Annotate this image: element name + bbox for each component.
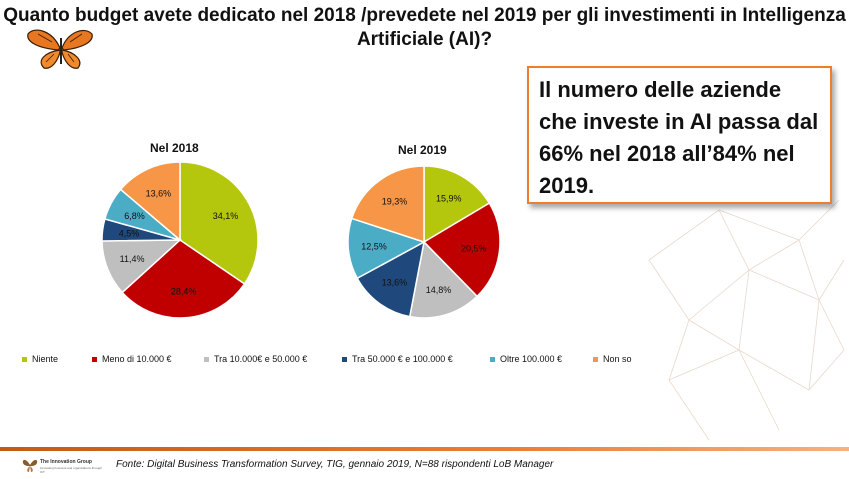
pie-slice [179,161,259,285]
pie-slice-label: 14,8% [426,285,452,295]
pie-slice [121,239,246,319]
legend-swatch [22,356,27,362]
legend-item-50000-100000: Tra 50.000 € e 100.000 € [342,354,453,364]
source-note: Fonte: Digital Business Transformation S… [116,459,554,470]
pie-slice-label: 34,1% [213,211,239,221]
pie-slice-label: 20,5% [461,244,487,254]
pie-slice-label: 4,5% [119,228,140,238]
pie-slice-label: 6,8% [124,211,145,221]
pie-slice [423,165,491,244]
pie-slice-label: 19,3% [382,196,408,206]
legend-item-non-so: Non so [593,354,632,364]
butterfly-logo-icon [22,459,38,472]
company-logo: The Innovation Group innovating business… [22,456,102,476]
legend-label: Non so [603,354,632,364]
legend-label: Niente [32,354,59,364]
pie-slice-label: 13,6% [146,188,172,198]
logo-name: The Innovation Group [40,459,92,465]
legend-label: Oltre 100.000 € [500,354,563,364]
pie-slice [422,202,501,298]
pie-slice [347,217,426,280]
page-title: Quanto budget avete dedicato nel 2018 /p… [3,5,846,50]
pie-slice-label: 28,4% [171,286,197,296]
legend-item-meno-10000: Meno di 10.000 € [92,354,172,364]
legend-swatch [593,356,598,362]
legend-label: Tra 10.000€ e 50.000 € [214,354,308,364]
pie-slice-label: 12,5% [361,242,387,252]
network-decoration [648,199,845,441]
pie-slice-label: 15,9% [436,193,462,203]
pie-slice [119,161,181,242]
pie-slice [350,165,425,244]
pie-slice-label: 13,6% [382,278,408,288]
pie-slice [408,240,479,319]
legend-item-10000-50000: Tra 10.000€ e 50.000 € [204,354,307,364]
pie-chart-2019: 15,9% 20,5% 14,8% 13,6% 12,5% 19,3% [347,165,501,319]
legend-label: Tra 50.000 € e 100.000 € [352,354,453,364]
pie-slice-label: 11,4% [120,254,145,264]
logo-tagline: innovating business and organizations th… [40,466,102,474]
footer-divider [0,447,849,451]
legend-label: Meno di 10.000 € [102,354,172,364]
callout-box: Il numero delle aziende che investe in A… [527,66,832,204]
pie-2018-title: Nel 2018 [150,141,199,155]
legend-item-oltre-100000: Oltre 100.000 € [490,354,562,364]
pie-2019-title: Nel 2019 [398,143,447,157]
legend-swatch [490,356,495,362]
legend-swatch [342,356,347,362]
pie-chart-2018: 34,1% 28,4% 11,4% 4,5% 6,8% 13,6% [101,161,259,319]
legend-swatch [204,356,209,362]
butterfly-icon [27,29,93,69]
legend-item-niente: Niente [22,354,58,364]
pie-slice [356,240,426,318]
legend-swatch [92,356,97,362]
